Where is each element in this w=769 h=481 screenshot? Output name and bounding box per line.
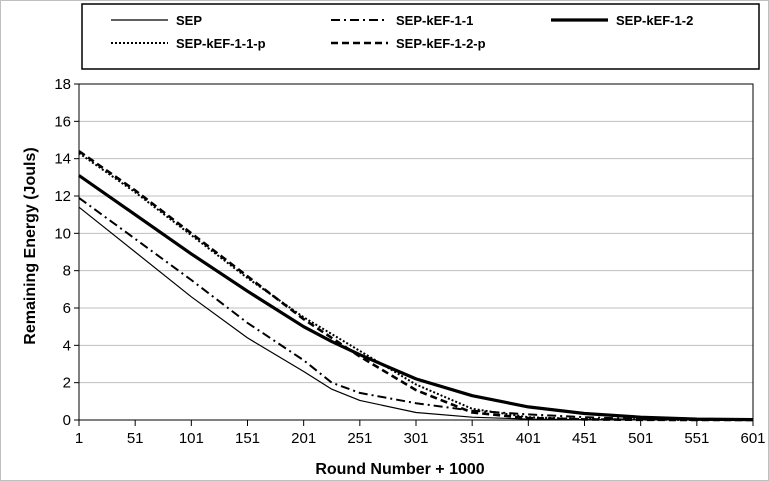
y-tick-label: 4 <box>63 337 71 354</box>
x-tick-label: 451 <box>572 430 597 447</box>
plot-area-border <box>78 83 754 421</box>
legend-label: SEP-kEF-1-1 <box>396 13 473 28</box>
series-line-SEP-kEF-1-1-p <box>78 152 753 421</box>
x-tick-label: 151 <box>235 430 260 447</box>
legend-label: SEP-kEF-1-2-p <box>396 36 486 51</box>
y-tick-label: 6 <box>63 300 71 317</box>
grid <box>79 83 753 384</box>
legend: SEP SEP-kEF-1-1 SEP-kEF-1-2 SEP-kEF-1-1-p SE… <box>111 13 693 51</box>
x-tick-label: 601 <box>740 430 765 447</box>
x-tick-label: 201 <box>291 430 316 447</box>
y-tick-label: 10 <box>54 225 71 242</box>
y-tick-label: 0 <box>63 412 71 429</box>
x-axis-title: Round Number + 1000 <box>315 461 484 478</box>
x-tick-label: 251 <box>347 430 372 447</box>
x-tick-label: 101 <box>179 430 204 447</box>
x-tick-label: 351 <box>460 430 485 447</box>
x-tick-label: 1 <box>75 430 83 447</box>
series-line-SEP-kEF-1-1 <box>78 197 754 421</box>
legend-label: SEP <box>176 13 202 28</box>
series-layer <box>78 150 754 422</box>
x-tick-label: 401 <box>516 430 541 447</box>
y-tick-label: 2 <box>63 375 71 392</box>
y-tick-label: 18 <box>54 76 71 93</box>
y-tick-label: 14 <box>54 151 71 168</box>
y-tick-label: 12 <box>54 188 71 205</box>
x-tick-label: 301 <box>403 430 428 447</box>
legend-label: SEP-kEF-1-1-p <box>176 36 266 51</box>
y-tick-label: 16 <box>54 113 71 130</box>
legend-box <box>81 3 760 70</box>
y-tick-label: 8 <box>63 263 71 280</box>
legend-label: SEP-kEF-1-2 <box>616 13 693 28</box>
x-tick-label: 501 <box>628 430 653 447</box>
y-axis-title: Remaining Energy (Jouls) <box>22 147 39 344</box>
x-tick-label: 551 <box>684 430 709 447</box>
x-tick-label: 51 <box>127 430 144 447</box>
series-line-SEP <box>78 206 753 421</box>
